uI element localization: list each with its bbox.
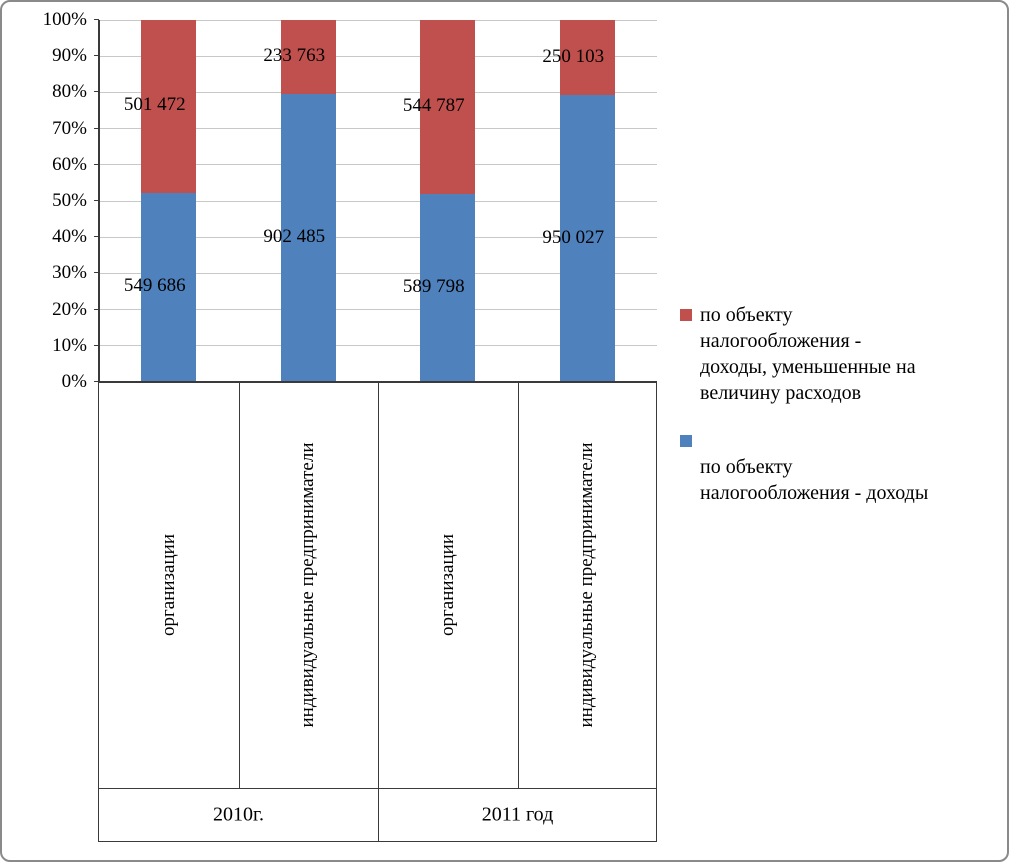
legend-item: по объекту налогообложения - доходы bbox=[680, 428, 1007, 506]
grid-line bbox=[99, 91, 657, 93]
bar-data-label: 250 103 bbox=[542, 45, 605, 67]
legend-label: по объекту налогообложения - доходы, уме… bbox=[700, 304, 916, 404]
group-label: 2011 год bbox=[481, 803, 554, 826]
y-axis-tick-label: 20% bbox=[52, 298, 87, 320]
y-axis-line bbox=[98, 20, 100, 382]
bar-segment-income-minus-expenses bbox=[141, 20, 197, 193]
grid-line bbox=[99, 55, 657, 57]
category-label: организации bbox=[157, 533, 179, 637]
grid-line bbox=[99, 164, 657, 166]
bar-data-label: 950 027 bbox=[542, 226, 605, 248]
bar-data-label: 589 798 bbox=[402, 275, 465, 297]
y-axis-tick-label: 0% bbox=[61, 371, 87, 392]
y-axis-tick-label: 90% bbox=[52, 45, 87, 67]
y-axis-tick-mark bbox=[94, 308, 99, 310]
bar-data-label: 233 763 bbox=[263, 45, 326, 67]
y-axis-tick-label: 100% bbox=[42, 9, 87, 30]
y-axis-tick-mark bbox=[94, 55, 99, 57]
y-axis-tick-mark bbox=[94, 19, 99, 20]
y-axis-tick-mark bbox=[94, 344, 99, 346]
y-axis-tick-mark bbox=[94, 163, 99, 165]
grid-line bbox=[99, 200, 657, 202]
grid-line bbox=[99, 345, 657, 347]
y-axis-tick-mark bbox=[94, 91, 99, 93]
y-axis-tick-mark bbox=[94, 127, 99, 129]
bar-segment-income-minus-expenses bbox=[559, 20, 615, 96]
y-axis-tick-label: 10% bbox=[52, 334, 87, 356]
legend: по объекту налогообложения - доходы, уме… bbox=[680, 302, 1007, 528]
category-axis-table: организации индивидуальные предпринимател… bbox=[98, 382, 657, 842]
x-axis-line bbox=[98, 381, 657, 383]
y-axis-tick-label: 70% bbox=[52, 117, 87, 139]
plot-area: 549 686 501 472 902 485 233 763 589 798 544 7… bbox=[99, 19, 657, 382]
category-separator-line bbox=[238, 382, 240, 788]
grid-line bbox=[99, 309, 657, 311]
category-label: индивидуальные предприниматели bbox=[297, 442, 319, 728]
bar-segment-income bbox=[141, 192, 197, 382]
y-axis-tick-label: 80% bbox=[52, 81, 87, 103]
category-separator-line bbox=[517, 382, 519, 788]
bar-data-label: 549 686 bbox=[123, 275, 186, 297]
y-axis-tick-label: 50% bbox=[52, 190, 87, 211]
bar-data-label: 501 472 bbox=[123, 94, 186, 116]
y-axis-tick-label: 30% bbox=[52, 262, 87, 284]
bar-data-label: 902 485 bbox=[263, 226, 326, 248]
bar-segment-income bbox=[420, 193, 476, 382]
grid-line bbox=[99, 236, 657, 238]
legend-swatch-icon bbox=[680, 309, 692, 321]
y-axis-tick-label: 60% bbox=[52, 153, 87, 175]
group-label: 2010г. bbox=[213, 803, 264, 826]
grid-line bbox=[99, 19, 657, 21]
bar-segment-income bbox=[559, 95, 615, 382]
bar-segment-income bbox=[280, 94, 336, 382]
bar-segment-income-minus-expenses bbox=[420, 20, 476, 194]
bar-segment-income-minus-expenses bbox=[280, 20, 336, 95]
y-axis-tick-label: 40% bbox=[52, 226, 87, 248]
grid-line bbox=[99, 272, 657, 274]
y-axis-tick-mark bbox=[94, 381, 99, 382]
legend-item: по объекту налогообложения - доходы, уме… bbox=[680, 302, 1007, 406]
group-separator-line bbox=[378, 382, 379, 842]
y-axis-tick-mark bbox=[94, 272, 99, 274]
grid-line bbox=[99, 128, 657, 130]
legend-label: по объекту налогообложения - доходы bbox=[700, 456, 929, 504]
legend-swatch-icon bbox=[680, 435, 692, 447]
category-label: индивидуальные предприниматели bbox=[576, 442, 598, 728]
category-group-divider-line bbox=[99, 788, 656, 789]
y-axis-tick-mark bbox=[94, 200, 99, 201]
category-label: организации bbox=[436, 533, 458, 637]
bar-data-label: 544 787 bbox=[402, 94, 465, 116]
y-axis-tick-mark bbox=[94, 236, 99, 238]
